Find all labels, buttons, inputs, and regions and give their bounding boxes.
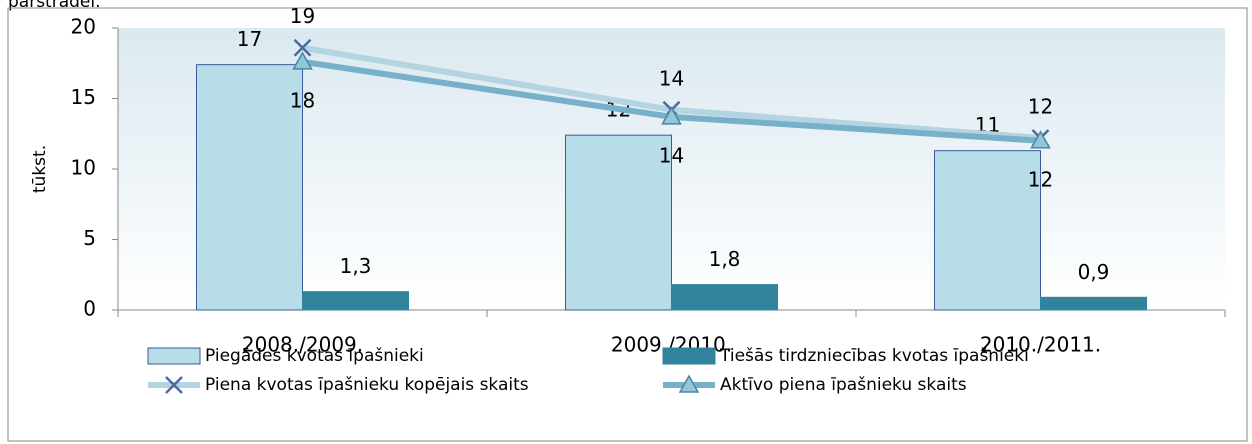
data-label: 17 (237, 27, 262, 51)
legend-label: Piena kvotas īpašnieku kopējais skaits (205, 375, 529, 395)
legend-label: Aktīvo piena īpašnieku skaits (720, 375, 967, 395)
y-tick-label: 20 (71, 15, 96, 39)
x-tick-label: 2010./2011. (980, 333, 1101, 357)
y-tick-label: 10 (71, 156, 96, 180)
data-label: 14 (659, 143, 684, 167)
legend-label: Tiešās tirdzniecības kvotas īpašnieki (719, 346, 1029, 366)
line-marker (678, 374, 700, 393)
y-tick-label: 5 (83, 226, 96, 250)
legend-swatch (147, 347, 201, 365)
line-marker (165, 376, 183, 394)
bar (196, 64, 303, 311)
data-label: 1,3 (340, 254, 372, 278)
legend-swatch (662, 347, 716, 365)
data-label: 0,9 (1078, 260, 1110, 284)
line-marker (661, 106, 682, 125)
line-marker (292, 51, 313, 70)
y-tick-label: 15 (71, 85, 96, 109)
data-label: 14 (659, 66, 684, 90)
x-tick-label: 2008./2009. (242, 333, 363, 357)
line-marker (293, 38, 312, 57)
line-marker (1030, 130, 1051, 149)
y-tick-label: 0 (83, 297, 96, 321)
legend-label: Piegādes kvotas īpašnieki (205, 346, 424, 366)
chart-border (7, 7, 1248, 442)
bar (934, 150, 1041, 311)
y-axis-label: tūkst. (30, 145, 50, 193)
data-label: 1,8 (709, 247, 741, 271)
data-label: 19 (290, 4, 315, 28)
data-label: 12 (1028, 167, 1053, 191)
bar (302, 291, 409, 311)
heading: pārstrādei. (8, 0, 101, 12)
bar (565, 134, 672, 311)
bar (1040, 296, 1147, 311)
data-label: 18 (290, 88, 315, 112)
data-label: 12 (1028, 94, 1053, 118)
bar (671, 284, 778, 311)
